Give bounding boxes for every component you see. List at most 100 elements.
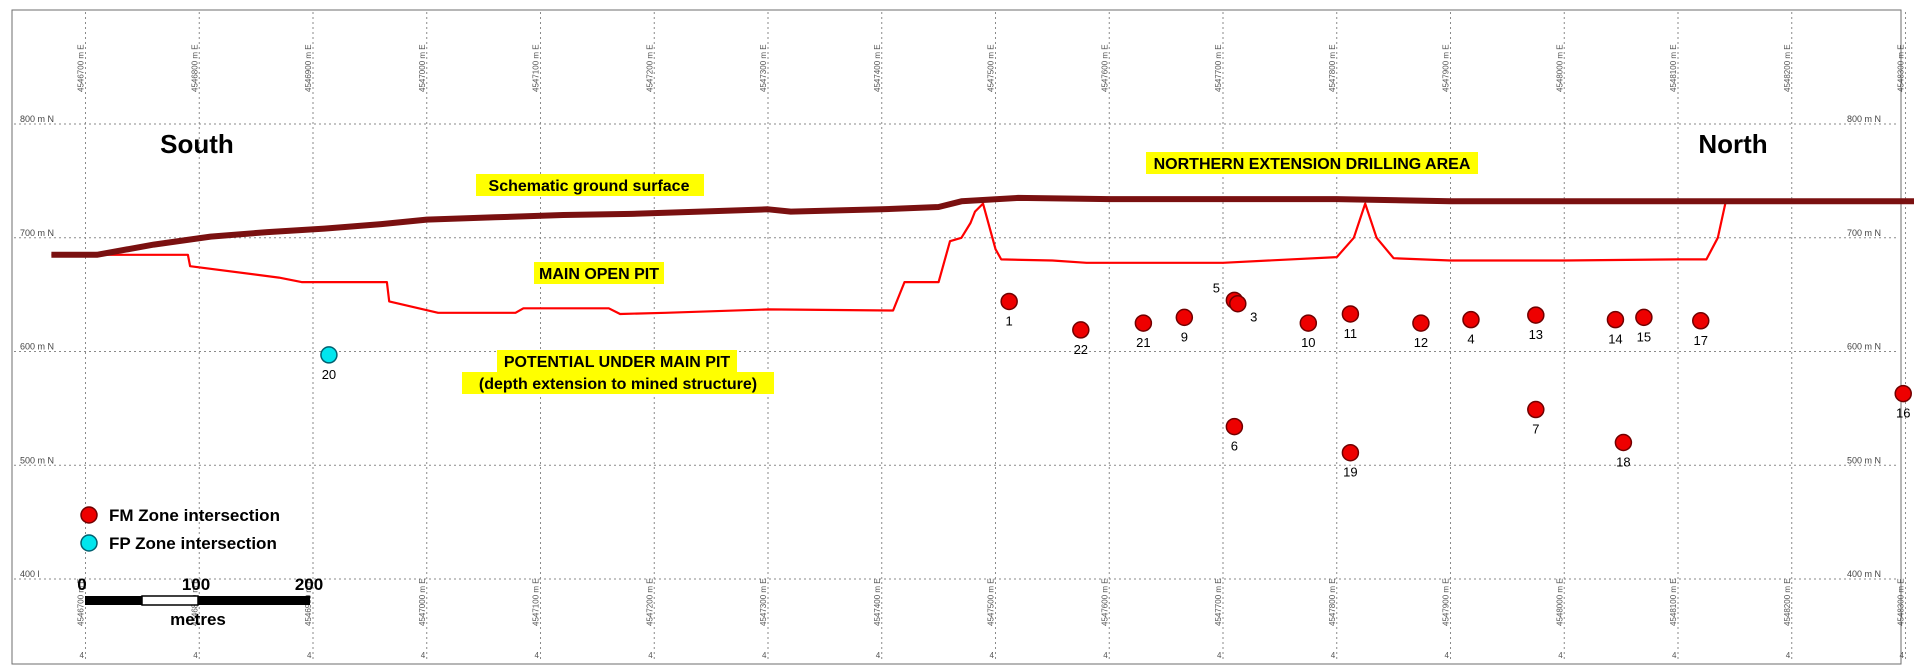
elevation-label-left: 600 m N: [20, 342, 54, 352]
scale-segment-2: [141, 595, 199, 606]
intersection-marker-22: [1072, 321, 1090, 339]
legend-fm-label: FM Zone intersection: [109, 506, 280, 525]
intersection-marker-6: [1225, 417, 1244, 436]
label-potential-bg-2: [462, 372, 774, 394]
label-potential: POTENTIAL UNDER MAIN PIT (depth extensio…: [462, 350, 774, 394]
easting-label-top: 4547700 m E: [1214, 44, 1223, 92]
easting-label-bottom: 4546700 m E: [77, 578, 86, 626]
easting-label-fragment: 4: [80, 651, 85, 660]
intersection-label-5: 5: [1213, 280, 1220, 295]
intersection-label-6: 6: [1231, 439, 1238, 454]
tick-labels: 4546700 m E 4546700 m E 4 4546800 m E 4 5 4 6 80…: [20, 44, 1906, 660]
scale-tick-200: 200: [295, 575, 323, 594]
easting-label-top: 4547400 m E: [873, 44, 882, 92]
intersection-label-16: 16: [1896, 406, 1910, 421]
label-ground-surface-bg: [476, 174, 704, 196]
easting-label-fragment: 4: [990, 651, 995, 660]
easting-label-bottom: 4548300 m E: [1897, 578, 1906, 626]
intersection-label-15: 15: [1637, 329, 1651, 344]
label-potential-bg-1: [497, 350, 737, 372]
intersection-marker-14: [1606, 310, 1625, 329]
scale-unit: metres: [170, 610, 226, 629]
scale-tick-0: 0: [77, 575, 86, 594]
intersection-marker-7: [1527, 400, 1545, 419]
easting-label-top: 4547100 m E: [532, 44, 541, 92]
easting-label-top: 4547600 m E: [1100, 44, 1109, 92]
label-potential-line-1: POTENTIAL UNDER MAIN PIT: [504, 354, 731, 371]
intersection-label-19: 19: [1343, 465, 1357, 480]
easting-label-top: 4548300 m E: [1897, 44, 1906, 92]
easting-label-fragment: 4: [1558, 651, 1563, 660]
easting-label-fragment: 4: [876, 651, 881, 660]
intersection-marker-18: [1614, 433, 1633, 452]
label-northern-extension: NORTHERN EXTENSION DRILLING AREA: [1146, 152, 1478, 174]
intersection-marker-21: [1134, 314, 1153, 332]
title-north: North: [1698, 129, 1767, 159]
intersection-label-14: 14: [1608, 332, 1622, 347]
easting-label-bottom: 4547100 m E: [532, 578, 541, 626]
intersection-marker-19: [1341, 443, 1360, 462]
elevation-label-right: 400 m N: [1847, 569, 1881, 579]
intersection-marker-17: [1692, 312, 1710, 330]
easting-label-bottom: 4548200 m E: [1783, 578, 1792, 626]
easting-label-bottom: 4548100 m E: [1669, 578, 1678, 626]
easting-label-top: 4547900 m E: [1442, 44, 1451, 92]
label-northern-extension-text: NORTHERN EXTENSION DRILLING AREA: [1154, 156, 1471, 173]
intersection-marker-9: [1175, 308, 1194, 327]
easting-label-top: 4546900 m E: [304, 44, 313, 92]
intersection-label-22: 22: [1074, 342, 1088, 357]
intersection-marker-1: [1000, 292, 1018, 311]
easting-label-bottom: 4547200 m E: [645, 578, 654, 626]
easting-label-fragment: 4: [193, 651, 198, 660]
intersection-label-9: 9: [1181, 329, 1188, 344]
intersection-marker-10: [1299, 314, 1318, 332]
easting-label-fragment: 4: [1217, 651, 1222, 660]
intersection-label-1: 1: [1006, 313, 1013, 328]
easting-label-top: 4546700 m E: [77, 44, 86, 92]
easting-label-bottom: 4547600 m E: [1100, 578, 1109, 626]
easting-label-fragment: 4: [307, 651, 312, 660]
easting-label-fragment: 4: [1672, 651, 1677, 660]
ground-surface-line: [51, 194, 1914, 258]
easting-label-bottom: 4547400 m E: [873, 578, 882, 626]
label-northern-extension-bg: [1146, 152, 1478, 174]
label-ground-surface-text: Schematic ground surface: [489, 178, 690, 195]
easting-label-top: 4548100 m E: [1669, 44, 1678, 92]
elevation-label-right: 700 m N: [1847, 228, 1881, 238]
grid: [14, 12, 1906, 662]
easting-label-fragment: 4: [535, 651, 540, 660]
intersection-marker-13: [1527, 306, 1545, 324]
easting-label-fragment: 4: [421, 651, 426, 660]
intersection-marker-20: [320, 346, 338, 364]
easting-label-fragment: 4: [1786, 651, 1791, 660]
intersection-label-10: 10: [1301, 335, 1315, 350]
label-main-open-pit-bg: [534, 262, 664, 284]
easting-label-top: 4547500 m E: [987, 44, 996, 92]
elevation-label-left: 800 m N: [20, 114, 54, 124]
intersection-label-11: 11: [1344, 326, 1358, 341]
easting-label-top: 4547300 m E: [759, 44, 768, 92]
title-south: South: [160, 129, 234, 159]
easting-label-bottom: 4547000 m E: [418, 578, 427, 626]
legend-fp-marker: [80, 534, 98, 552]
easting-label-top: 4547000 m E: [418, 44, 427, 92]
easting-label-top: 4546800 m E: [190, 44, 199, 92]
easting-label-bottom: 4547300 m E: [759, 578, 768, 626]
scale-tick-100: 100: [182, 575, 210, 594]
intersection-marker-16: [1894, 384, 1912, 403]
intersection-marker-4: [1462, 310, 1480, 329]
elevation-label-right: 800 m N: [1847, 114, 1881, 124]
label-main-open-pit-text: MAIN OPEN PIT: [539, 266, 659, 283]
easting-label-top: 4548200 m E: [1783, 44, 1792, 92]
intersection-label-7: 7: [1532, 422, 1539, 437]
elevation-label-right: 600 m N: [1847, 342, 1881, 352]
intersection-label-21: 21: [1136, 335, 1150, 350]
intersection-label-17: 17: [1694, 333, 1708, 348]
legend-fp-label: FP Zone intersection: [109, 534, 277, 553]
pit-outline: [51, 201, 1727, 316]
scale-bar: 0 100 200 metres: [77, 575, 323, 629]
intersection-label-13: 13: [1529, 327, 1543, 342]
intersection-label-4: 4: [1467, 332, 1474, 347]
easting-label-top: 4548000 m E: [1555, 44, 1564, 92]
